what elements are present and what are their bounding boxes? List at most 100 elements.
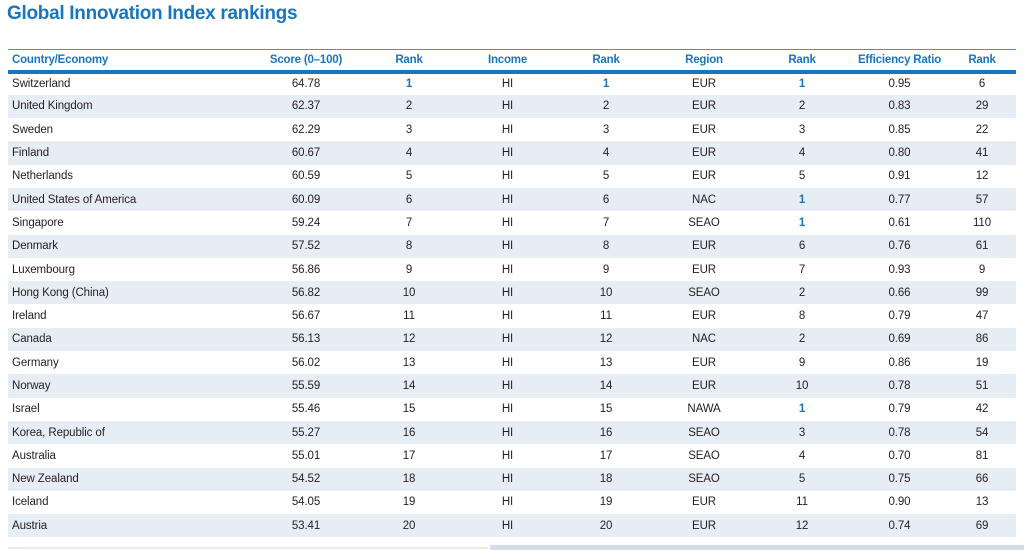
overall-rank-cell: 3 [405,123,413,136]
efficiency-rank-cell: 13 [975,496,989,509]
overall-rank-cell: 4 [405,147,413,160]
efficiency-rank-cell: 19 [975,356,989,369]
country-cell: Australia [12,449,56,462]
efficiency-ratio-cell: 0.91 [888,170,911,183]
region-rank-cell: 5 [798,473,806,486]
header-efficiency-rank: Rank [948,49,1016,74]
efficiency-rank-cell: 86 [975,333,989,346]
income-cell: HI [501,147,514,160]
table-body: Switzerland 64.78 1 HI 1 EUR 1 0.95 6 United King… [8,72,1016,538]
country-cell: Denmark [12,240,58,253]
income-rank-cell: 16 [599,426,613,439]
country-cell: Austria [12,519,48,532]
income-rank-cell: 13 [599,356,613,369]
table-row: Luxembourg 56.86 9 HI 9 EUR 7 0.93 9 [8,258,1016,281]
overall-rank-cell: 9 [405,263,413,276]
income-cell: HI [501,310,514,323]
score-cell: 59.24 [291,216,321,229]
overall-rank-cell: 6 [405,193,413,206]
efficiency-ratio-cell: 0.93 [888,263,911,276]
country-cell: United States of America [12,193,137,206]
score-cell: 56.02 [291,356,321,369]
region-cell: SEAO [688,473,720,486]
income-cell: HI [501,286,514,299]
region-cell: EUR [692,519,716,532]
region-rank-cell: 9 [798,356,806,369]
efficiency-ratio-cell: 0.79 [888,403,911,416]
region-rank-cell: 6 [798,240,806,253]
table-row: Ireland 56.67 11 HI 11 EUR 8 0.79 47 [8,304,1016,327]
region-cell: NAWA [687,403,721,416]
efficiency-ratio-cell: 0.75 [888,473,911,486]
region-cell: SEAO [688,449,720,462]
table-row: Iceland 54.05 19 HI 19 EUR 11 0.90 13 [8,491,1016,514]
region-rank-cell: 1 [798,216,806,229]
score-cell: 55.01 [291,449,321,462]
overall-rank-cell: 16 [402,426,416,439]
efficiency-rank-cell: 47 [975,310,989,323]
table-header-row: Country/Economy Score (0–100) Rank Incom… [8,49,1016,74]
efficiency-rank-cell: 42 [975,403,989,416]
country-cell: Sweden [12,123,53,136]
income-rank-cell: 8 [602,240,610,253]
efficiency-rank-cell: 81 [975,449,989,462]
efficiency-rank-cell: 57 [975,193,989,206]
region-rank-cell: 7 [798,263,806,276]
efficiency-ratio-cell: 0.69 [888,333,911,346]
efficiency-rank-cell: 22 [975,123,989,136]
income-cell: HI [501,193,514,206]
region-rank-cell: 8 [798,310,806,323]
overall-rank-cell: 8 [405,240,413,253]
table-row: United Kingdom 62.37 2 HI 2 EUR 2 0.83 29 [8,94,1016,119]
score-cell: 54.05 [291,496,321,509]
region-rank-cell: 2 [798,100,806,113]
income-rank-cell: 19 [599,496,613,509]
efficiency-ratio-cell: 0.80 [888,147,911,160]
header-income: Income [458,49,557,74]
score-cell: 56.13 [291,333,321,346]
country-cell: Korea, Republic of [12,426,105,439]
overall-rank-cell: 15 [402,403,416,416]
region-rank-cell: 12 [795,519,809,532]
country-cell: Finland [12,147,50,160]
region-rank-cell: 11 [796,496,808,509]
efficiency-ratio-cell: 0.61 [888,216,911,229]
region-rank-cell: 5 [798,170,806,183]
income-rank-cell: 20 [599,519,613,532]
income-rank-cell: 15 [599,403,613,416]
region-cell: EUR [692,123,716,136]
header-efficiency-ratio: Efficiency Ratio [851,49,948,74]
efficiency-rank-cell: 51 [975,380,989,392]
region-rank-cell: 2 [798,286,806,299]
efficiency-rank-cell: 9 [978,263,986,276]
region-cell: EUR [692,170,716,183]
score-cell: 60.09 [291,193,321,206]
income-cell: HI [501,170,514,183]
region-cell: EUR [692,356,716,369]
country-cell: Hong Kong (China) [12,286,109,299]
overall-rank-cell: 20 [402,519,416,532]
country-cell: Germany [12,356,59,369]
efficiency-ratio-cell: 0.76 [888,240,911,253]
efficiency-rank-cell: 69 [975,519,989,532]
region-cell: NAC [692,333,716,346]
page-edge-hairline [8,547,488,549]
region-cell: EUR [692,100,716,113]
overall-rank-cell: 13 [402,356,416,369]
region-cell: SEAO [688,286,720,299]
table-row: Denmark 57.52 8 HI 8 EUR 6 0.76 61 [8,234,1016,258]
overall-rank-cell: 19 [402,496,416,509]
region-cell: NAC [692,193,716,206]
income-cell: HI [501,240,514,253]
income-cell: HI [501,496,514,509]
income-rank-cell: 11 [600,310,612,323]
efficiency-ratio-cell: 0.66 [888,286,911,299]
overall-rank-cell: 12 [402,333,416,346]
income-rank-cell: 9 [602,263,610,276]
efficiency-ratio-cell: 0.70 [888,449,911,462]
score-cell: 54.52 [291,473,321,486]
table-row: Hong Kong (China) 56.82 10 HI 10 SEAO 2 0.66 99 [8,281,1016,305]
income-cell: HI [501,78,514,91]
score-cell: 62.29 [291,123,321,136]
overall-rank-cell: 14 [402,380,416,392]
